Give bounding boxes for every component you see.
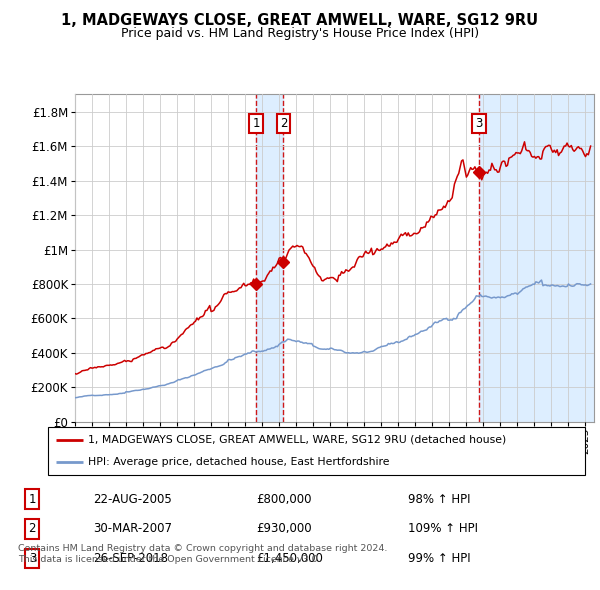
- Bar: [256, 94, 283, 422]
- Text: 30-MAR-2007: 30-MAR-2007: [94, 522, 172, 535]
- Text: HPI: Average price, detached house, East Hertfordshire: HPI: Average price, detached house, East…: [88, 457, 390, 467]
- Bar: [479, 94, 594, 422]
- FancyBboxPatch shape: [48, 427, 585, 475]
- Text: £930,000: £930,000: [256, 522, 312, 535]
- Text: 3: 3: [475, 117, 482, 130]
- Text: 1: 1: [253, 117, 260, 130]
- Text: Price paid vs. HM Land Registry's House Price Index (HPI): Price paid vs. HM Land Registry's House …: [121, 27, 479, 40]
- Text: £1,450,000: £1,450,000: [256, 552, 323, 565]
- Text: 109% ↑ HPI: 109% ↑ HPI: [408, 522, 478, 535]
- Text: 22-AUG-2005: 22-AUG-2005: [94, 493, 172, 506]
- Text: 1, MADGEWAYS CLOSE, GREAT AMWELL, WARE, SG12 9RU: 1, MADGEWAYS CLOSE, GREAT AMWELL, WARE, …: [61, 13, 539, 28]
- Text: This data is licensed under the Open Government Licence v3.0.: This data is licensed under the Open Gov…: [18, 555, 320, 564]
- Text: 1, MADGEWAYS CLOSE, GREAT AMWELL, WARE, SG12 9RU (detached house): 1, MADGEWAYS CLOSE, GREAT AMWELL, WARE, …: [88, 435, 506, 445]
- Text: 3: 3: [29, 552, 36, 565]
- Text: £800,000: £800,000: [256, 493, 312, 506]
- Text: 2: 2: [29, 522, 36, 535]
- Text: 26-SEP-2018: 26-SEP-2018: [94, 552, 169, 565]
- Text: 2: 2: [280, 117, 287, 130]
- Text: 99% ↑ HPI: 99% ↑ HPI: [408, 552, 470, 565]
- Text: 1: 1: [29, 493, 36, 506]
- Text: Contains HM Land Registry data © Crown copyright and database right 2024.: Contains HM Land Registry data © Crown c…: [18, 545, 388, 553]
- Text: 98% ↑ HPI: 98% ↑ HPI: [408, 493, 470, 506]
